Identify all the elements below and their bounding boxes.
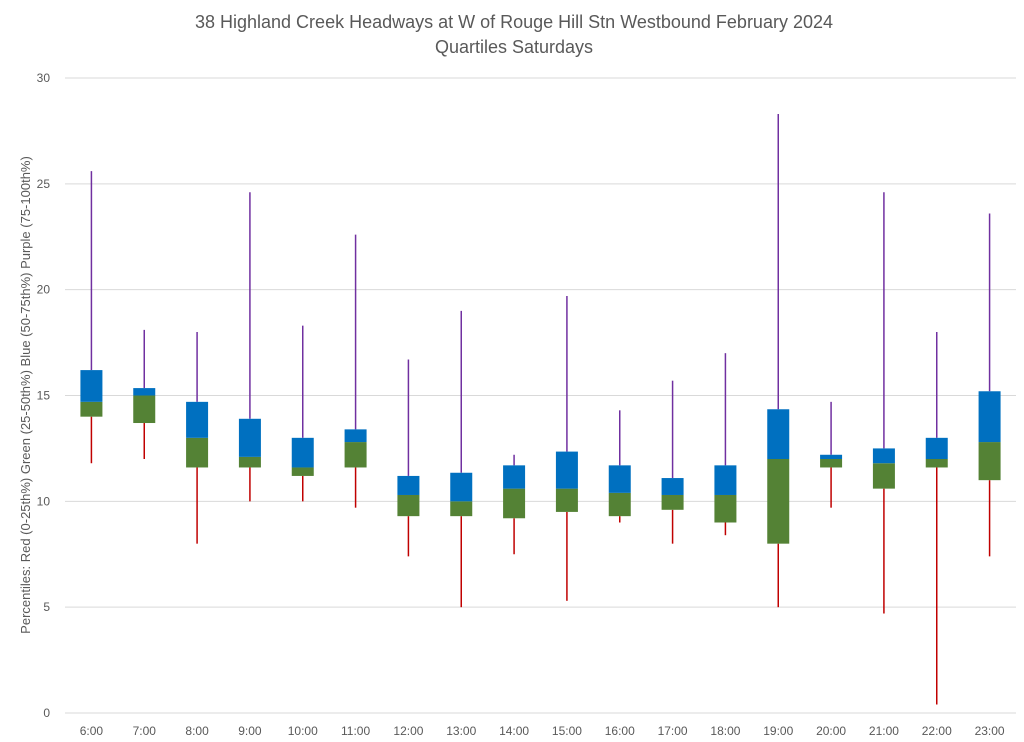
x-tick-label: 9:00 (238, 724, 262, 738)
upper-box (925, 437, 948, 459)
upper-box (872, 448, 895, 464)
y-tick-label: 30 (37, 71, 51, 85)
y-tick-label: 10 (37, 494, 51, 508)
lower-box (978, 442, 1001, 481)
box-group (608, 410, 631, 523)
lower-box (820, 459, 843, 468)
x-tick-label: 15:00 (552, 724, 582, 738)
upper-box (608, 465, 631, 493)
box-group (820, 401, 843, 508)
lower-box (133, 395, 156, 424)
x-tick-label: 17:00 (658, 724, 688, 738)
lower-box (186, 437, 209, 468)
upper-box (133, 388, 156, 396)
box-group (661, 380, 684, 544)
x-tick-label: 12:00 (393, 724, 423, 738)
box-group (503, 454, 526, 555)
x-tick-label: 23:00 (975, 724, 1005, 738)
lower-box (608, 492, 631, 517)
y-tick-label: 5 (43, 600, 50, 614)
lower-box (397, 494, 420, 517)
upper-box (80, 370, 103, 402)
y-tick-label: 15 (37, 389, 51, 403)
box-group (397, 359, 420, 557)
x-tick-label: 21:00 (869, 724, 899, 738)
x-tick-label: 8:00 (185, 724, 209, 738)
lower-box (344, 442, 367, 468)
upper-box (450, 472, 473, 502)
box-group (767, 113, 790, 608)
x-tick-label: 14:00 (499, 724, 529, 738)
upper-box (978, 391, 1001, 443)
box-group (186, 332, 209, 544)
y-tick-label: 20 (37, 283, 51, 297)
box-group (344, 234, 367, 508)
lower-box (238, 456, 261, 468)
upper-box (344, 429, 367, 443)
box-group (925, 332, 948, 705)
y-tick-labels: 0 5 10 15 20 25 30 (37, 71, 51, 720)
box-group (714, 353, 737, 536)
chart-subtitle: Quartiles Saturdays (435, 37, 593, 57)
lower-box (767, 459, 790, 544)
lower-box (925, 459, 948, 468)
lower-box (450, 501, 473, 517)
chart-title: 38 Highland Creek Headways at W of Rouge… (195, 12, 833, 32)
x-tick-labels: 6:00 7:00 8:00 9:00 10:00 11:00 12:00 13:00 14:0… (80, 724, 1005, 738)
box-group (133, 329, 156, 459)
y-tick-label: 25 (37, 177, 51, 191)
box-group (80, 171, 103, 464)
lower-box (80, 401, 103, 417)
y-axis-label: Percentiles: Red (0-25th%) Green (25-50t… (18, 156, 33, 634)
lower-box (714, 494, 737, 523)
lower-box (872, 463, 895, 489)
box-group (872, 192, 895, 614)
upper-box (555, 451, 578, 489)
lower-box (503, 488, 526, 519)
x-tick-label: 22:00 (922, 724, 952, 738)
x-tick-label: 10:00 (288, 724, 318, 738)
upper-box (238, 418, 261, 457)
box-group (238, 192, 261, 502)
upper-box (767, 409, 790, 459)
x-tick-label: 20:00 (816, 724, 846, 738)
upper-box (397, 475, 420, 495)
x-tick-label: 7:00 (133, 724, 157, 738)
box-group (291, 325, 314, 502)
upper-box (186, 401, 209, 438)
box-group (450, 310, 473, 608)
upper-box (503, 465, 526, 489)
upper-box (820, 454, 843, 459)
x-tick-label: 11:00 (341, 724, 370, 738)
upper-box (291, 437, 314, 468)
y-tick-label: 0 (43, 706, 50, 720)
upper-box (661, 478, 684, 495)
x-tick-label: 13:00 (446, 724, 476, 738)
x-tick-label: 19:00 (763, 724, 793, 738)
lower-box (291, 467, 314, 476)
x-tick-label: 16:00 (605, 724, 635, 738)
box-group (978, 213, 1001, 557)
lower-box (661, 494, 684, 510)
gridlines (65, 77, 1016, 714)
box-group (555, 296, 578, 601)
x-tick-label: 6:00 (80, 724, 104, 738)
x-tick-label: 18:00 (710, 724, 740, 738)
lower-box (555, 488, 578, 512)
upper-box (714, 465, 737, 495)
boxes (80, 113, 1001, 705)
